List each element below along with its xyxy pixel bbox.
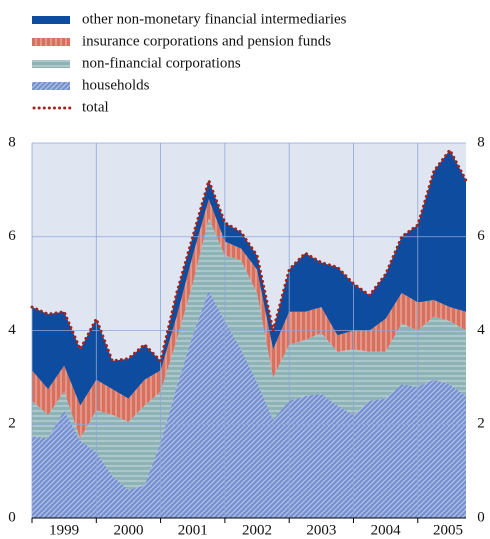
area <box>32 218 466 490</box>
legend-swatch <box>32 16 70 24</box>
x-tick-label: 2000 <box>113 522 143 538</box>
legend-label: non-financial corporations <box>82 55 241 71</box>
legend-swatch <box>32 82 70 90</box>
y-tick-label: 0 <box>8 509 16 525</box>
total-line <box>30 147 468 364</box>
legend-swatch <box>32 60 70 68</box>
x-tick-label: 2005 <box>433 522 463 538</box>
area <box>32 290 466 518</box>
area <box>32 199 466 439</box>
y2-tick-label: 2 <box>477 416 485 432</box>
legend-label: total <box>82 99 109 115</box>
y2-tick-label: 0 <box>477 509 485 525</box>
y2-tick-label: 8 <box>477 134 485 150</box>
legend-label: insurance corporations and pension funds <box>82 33 331 49</box>
x-tick-label: 2004 <box>371 522 402 538</box>
legend-swatch <box>32 38 70 46</box>
area <box>32 150 466 406</box>
legend-label: other non-monetary financial intermediar… <box>82 11 347 27</box>
y-tick-label: 8 <box>8 134 16 150</box>
y2-tick-label: 4 <box>477 322 485 338</box>
x-tick-label: 2001 <box>178 522 208 538</box>
x-tick-label: 1999 <box>49 522 79 538</box>
x-tick-label: 2002 <box>242 522 272 538</box>
y-tick-label: 2 <box>8 416 16 432</box>
y-tick-label: 6 <box>8 228 16 244</box>
x-tick-label: 2003 <box>306 522 336 538</box>
legend-label: households <box>82 77 150 93</box>
y-tick-label: 4 <box>8 322 16 338</box>
y2-tick-label: 6 <box>477 228 485 244</box>
